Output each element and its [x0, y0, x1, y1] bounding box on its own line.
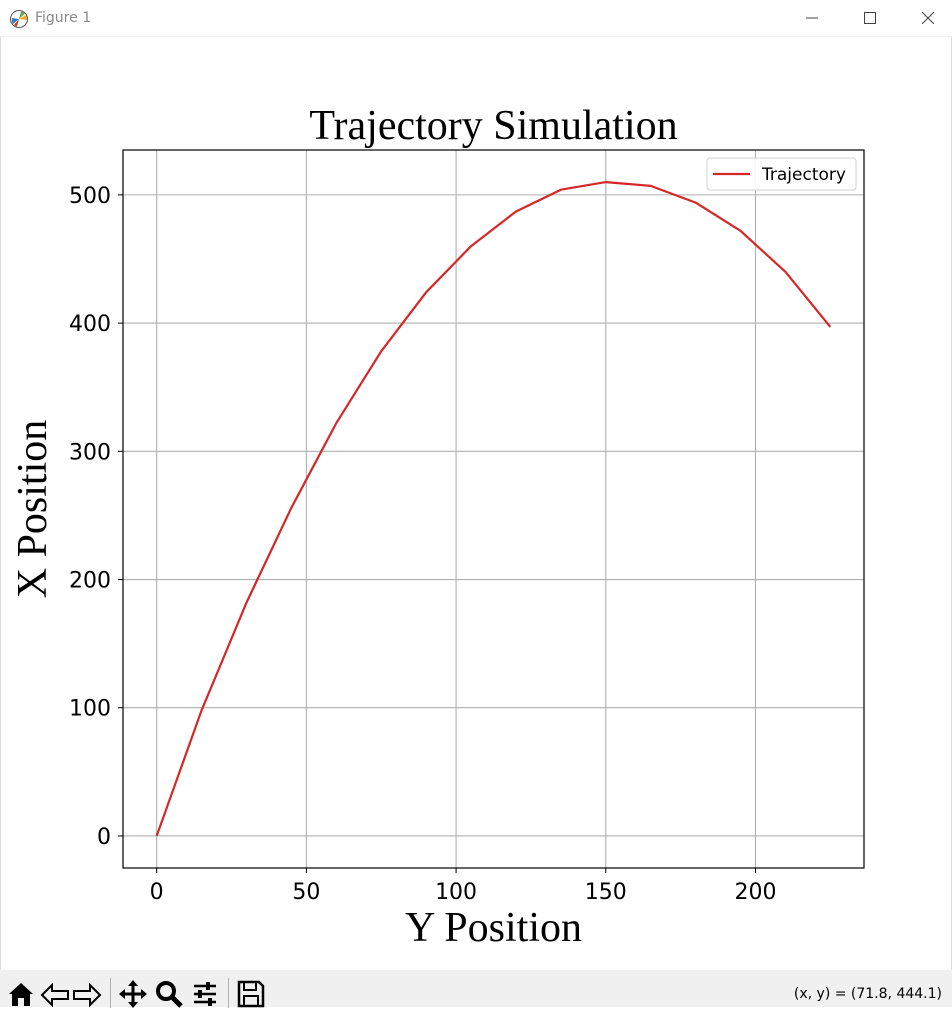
series-line-trajectory [155, 181, 832, 837]
chart-title: Trajectory Simulation [309, 103, 677, 149]
home-icon[interactable] [6, 979, 36, 1009]
x-tick-label: 0 [150, 880, 164, 905]
x-tick-label: 50 [292, 880, 320, 905]
window-titlebar: Figure 1 [0, 0, 952, 37]
close-icon [922, 12, 934, 24]
x-tick-label: 200 [734, 880, 776, 905]
x-axis-label: Y Position [405, 905, 582, 951]
toolbar-separator [228, 978, 229, 1008]
maximize-icon [864, 12, 876, 24]
minimize-button[interactable] [784, 0, 840, 37]
figure-canvas[interactable]: 0 50 100 150 200 0 100 200 300 400 500 Trajectory S… [0, 37, 952, 970]
axes-frame [122, 149, 865, 869]
close-button[interactable] [900, 0, 952, 37]
y-axis-label: X Position [10, 420, 56, 599]
y-tick-label: 500 [69, 184, 111, 209]
navigation-toolbar: (x, y) = (71.8, 444.1) [0, 970, 952, 1009]
x-tick-label: 150 [585, 880, 627, 905]
toolbar-separator [110, 978, 111, 1008]
back-arrow-icon[interactable] [40, 979, 70, 1009]
y-tick-label: 0 [97, 825, 111, 850]
zoom-magnifier-icon[interactable] [154, 979, 184, 1009]
window-title: Figure 1 [35, 10, 92, 26]
maximize-button[interactable] [842, 0, 898, 37]
y-tick-label: 200 [69, 569, 111, 594]
y-tick-label: 400 [69, 312, 111, 337]
x-tick-label: 100 [435, 880, 477, 905]
matplotlib-logo-icon [10, 10, 28, 28]
legend-label: Trajectory [761, 165, 846, 185]
legend-box [706, 157, 857, 191]
minimize-icon [806, 17, 818, 19]
cursor-coordinates: (x, y) = (71.8, 444.1) [793, 986, 942, 1002]
pan-move-icon[interactable] [118, 979, 148, 1009]
chart-svg: 0 50 100 150 200 0 100 200 300 400 500 Trajectory S… [10, 103, 865, 951]
save-disk-icon[interactable] [236, 979, 266, 1009]
configure-subplots-icon[interactable] [190, 979, 220, 1009]
forward-arrow-icon[interactable] [72, 979, 102, 1009]
y-tick-label: 100 [69, 697, 111, 722]
y-tick-label: 300 [69, 440, 111, 465]
